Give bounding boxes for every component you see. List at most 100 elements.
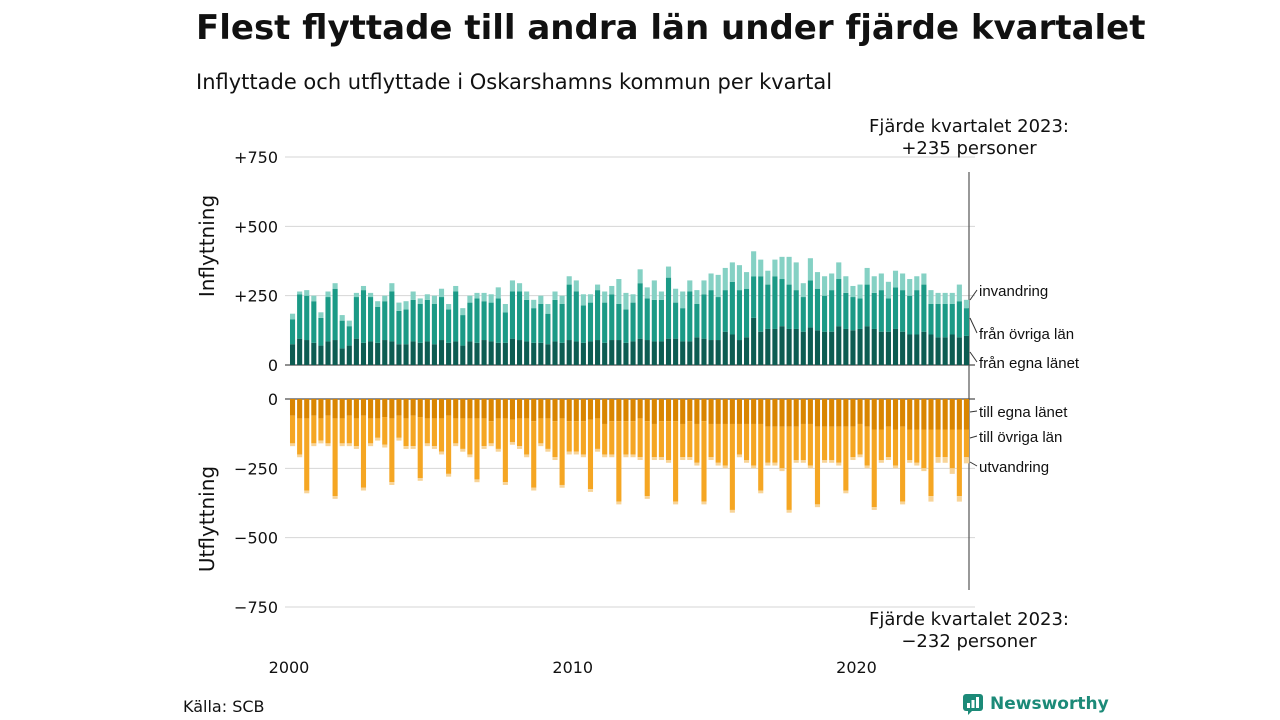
bar-out-own-county <box>502 399 508 419</box>
bar-out-other-counties <box>396 415 402 438</box>
bar-in-own-county <box>403 344 409 365</box>
bar-out-own-county <box>467 399 473 419</box>
bar-out-emigration <box>410 446 416 449</box>
y-tick-label-top: 0 <box>268 356 278 375</box>
bar-out-own-county <box>566 399 572 422</box>
bar-out-other-counties <box>935 429 941 458</box>
bar-in-other-counties <box>673 302 679 339</box>
bar-out-other-counties <box>658 421 664 458</box>
bar-in-other-counties <box>956 301 962 338</box>
bar-out-own-county <box>800 399 806 424</box>
bar-out-emigration <box>758 490 764 494</box>
bar-out-emigration <box>892 465 899 469</box>
bar-in-other-counties <box>658 299 664 342</box>
bar-in-other-counties <box>318 317 324 346</box>
bar-out-emigration <box>772 462 778 466</box>
bar-in-immigration <box>332 283 338 289</box>
bar-in-own-county <box>516 340 523 365</box>
bar-out-other-counties <box>311 415 317 444</box>
bar-in-own-county <box>580 342 586 365</box>
bar-out-other-counties <box>368 418 374 444</box>
bar-in-immigration <box>807 258 813 281</box>
bar-in-immigration <box>474 292 480 299</box>
brand-logo[interactable]: Newsworthy <box>962 693 1109 715</box>
bar-in-other-counties <box>807 280 813 328</box>
bar-in-other-counties <box>325 297 331 342</box>
bar-in-immigration <box>942 292 948 304</box>
bar-in-immigration <box>353 292 359 298</box>
bar-out-other-counties <box>715 423 721 463</box>
bar-out-other-counties <box>566 421 572 452</box>
bar-in-immigration <box>793 262 799 291</box>
bar-out-own-county <box>481 399 487 419</box>
bar-out-other-counties <box>630 421 636 455</box>
bar-in-own-county <box>935 337 941 365</box>
bar-out-emigration <box>580 454 586 458</box>
bar-out-own-county <box>339 399 345 419</box>
bar-out-other-counties <box>360 415 367 488</box>
bar-in-other-counties <box>779 279 785 327</box>
bar-out-own-county <box>644 399 650 422</box>
bar-in-other-counties <box>552 299 558 342</box>
series-leader-line <box>969 410 978 413</box>
bar-out-own-county <box>595 399 601 419</box>
bar-out-emigration <box>587 489 594 492</box>
bar-in-own-county <box>509 338 516 365</box>
bar-in-own-county <box>673 338 679 365</box>
bar-in-own-county <box>843 328 849 365</box>
bar-out-own-county <box>708 399 714 424</box>
bar-out-emigration <box>453 443 459 447</box>
bar-in-immigration <box>524 291 530 300</box>
bar-in-other-counties <box>396 310 402 345</box>
bar-out-own-county <box>396 399 402 416</box>
bar-out-own-county <box>743 399 750 424</box>
brand-name: Newsworthy <box>990 694 1109 714</box>
bar-in-other-counties <box>495 298 501 343</box>
bar-in-own-county <box>914 334 920 365</box>
bar-out-other-counties <box>786 426 792 510</box>
bar-in-other-counties <box>836 279 842 327</box>
bar-out-other-counties <box>942 429 948 458</box>
bar-out-emigration <box>531 487 537 491</box>
bar-in-own-county <box>538 342 544 365</box>
bar-in-own-county <box>424 341 430 365</box>
bar-in-other-counties <box>488 302 494 342</box>
bar-in-immigration <box>339 315 345 321</box>
bar-out-own-county <box>446 399 452 416</box>
x-tick-label: 2010 <box>552 658 593 677</box>
bar-out-other-counties <box>807 423 813 466</box>
bar-out-other-counties <box>949 429 955 469</box>
bar-in-other-counties <box>800 297 806 332</box>
bar-out-own-county <box>751 399 757 424</box>
bar-in-other-counties <box>481 301 487 341</box>
bar-out-other-counties <box>701 421 707 502</box>
bar-in-immigration <box>545 303 551 314</box>
bar-in-immigration <box>637 269 643 284</box>
bar-in-other-counties <box>460 315 466 346</box>
bar-in-own-county <box>623 342 629 365</box>
bar-out-emigration <box>751 465 757 469</box>
bar-out-own-county <box>538 399 544 419</box>
bar-out-other-counties <box>339 418 345 444</box>
bar-in-immigration <box>921 273 927 285</box>
bar-in-immigration <box>864 267 870 285</box>
bar-out-own-county <box>318 399 324 419</box>
bar-in-other-counties <box>680 308 686 342</box>
bar-in-other-counties <box>573 291 579 342</box>
bar-out-emigration <box>680 457 686 461</box>
bar-in-other-counties <box>892 287 899 329</box>
series-leader-line <box>969 435 978 439</box>
bar-out-emigration <box>502 482 508 485</box>
bar-in-immigration <box>566 276 572 285</box>
bar-in-immigration <box>431 295 437 304</box>
bar-out-emigration <box>630 454 636 458</box>
bar-in-other-counties <box>595 290 601 341</box>
bar-in-own-county <box>488 341 494 365</box>
bar-in-immigration <box>772 259 778 277</box>
bar-out-own-county <box>297 399 303 419</box>
bar-out-other-counties <box>531 421 537 488</box>
bar-in-own-county <box>297 338 303 365</box>
bar-out-emigration <box>644 496 650 499</box>
bar-in-other-counties <box>332 288 338 341</box>
bar-in-other-counties <box>403 309 409 345</box>
